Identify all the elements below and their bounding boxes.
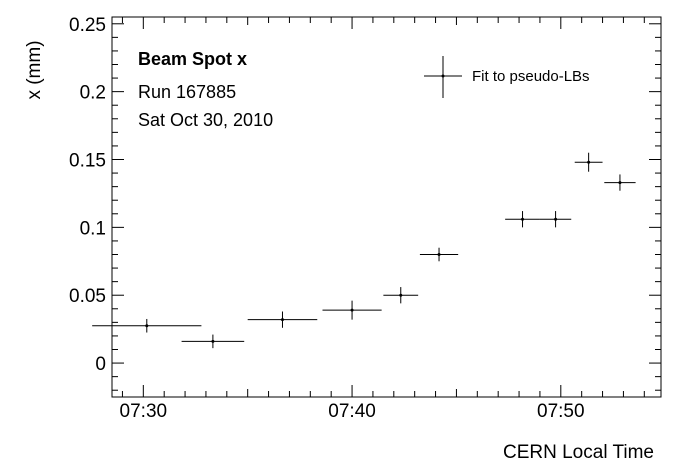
data-point (505, 211, 540, 228)
y-tick-label: 0.1 (80, 218, 106, 239)
data-point (181, 334, 245, 349)
point-marker (145, 324, 149, 328)
y-tick-label: 0 (95, 354, 106, 375)
tick-labels: 0 0.05 0.1 0.15 0.2 0.25 07:30 07:40 07:50 (69, 15, 585, 422)
y-tick-label: 0.05 (69, 286, 106, 307)
legend-marker-dot (441, 74, 445, 78)
legend: Fit to pseudo-LBs (424, 56, 590, 98)
data-point (92, 318, 202, 333)
point-marker (618, 181, 622, 185)
x-tick-label: 07:30 (120, 401, 168, 422)
y-axis-label: x (mm) (24, 40, 45, 99)
annotation-title: Beam Spot x (138, 49, 247, 69)
x-tick-label: 07:50 (537, 401, 585, 422)
point-marker (399, 293, 403, 297)
point-marker (211, 339, 215, 343)
legend-entry-label: Fit to pseudo-LBs (472, 68, 590, 85)
y-tick-label: 0.2 (80, 83, 106, 104)
data-points (92, 152, 636, 349)
point-marker (587, 160, 591, 164)
axis-ticks (112, 17, 661, 397)
point-marker (437, 253, 441, 256)
point-marker (521, 217, 525, 221)
data-point (604, 174, 636, 191)
plot-frame (111, 16, 662, 398)
point-marker (280, 318, 284, 322)
data-point (247, 311, 318, 328)
annotation-run: Run 167885 (138, 82, 236, 102)
y-tick-label: 0.15 (69, 151, 106, 172)
x-axis-label: CERN Local Time (503, 442, 654, 463)
data-point (322, 300, 382, 320)
y-tick-label: 0.25 (69, 15, 106, 36)
data-point (419, 247, 459, 262)
data-point (539, 211, 572, 228)
data-point (574, 152, 603, 172)
data-point (383, 287, 419, 304)
x-tick-label: 07:40 (328, 401, 376, 422)
point-marker (554, 217, 558, 221)
point-marker (350, 308, 354, 312)
annotation-date: Sat Oct 30, 2010 (138, 110, 273, 130)
